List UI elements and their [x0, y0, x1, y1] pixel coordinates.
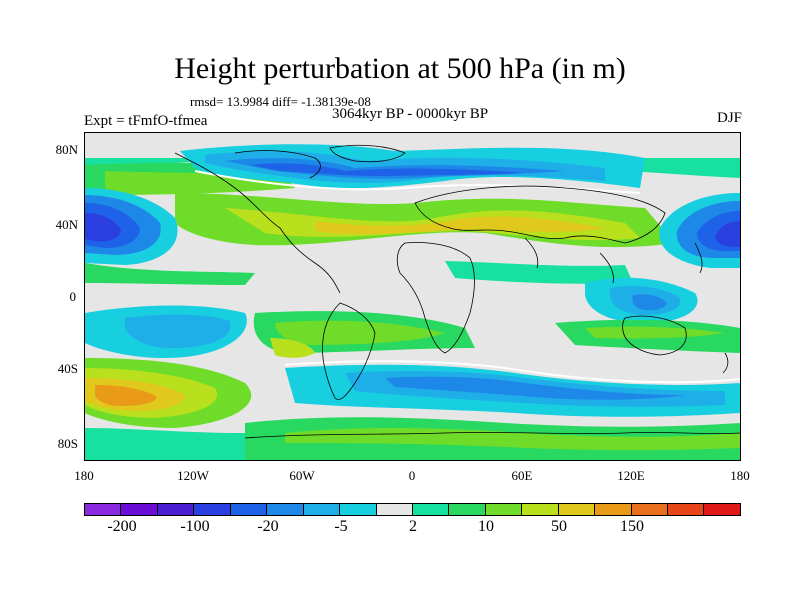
- lon-tick-180w: 180: [74, 468, 94, 483]
- colorbar-swatch: [522, 504, 559, 515]
- lon-tick-60e: 60E: [511, 468, 533, 483]
- colorbar-swatch: [85, 504, 122, 515]
- colorbar-label-10: 10: [478, 518, 494, 535]
- colorbar-label-neg20: -20: [257, 518, 279, 535]
- colorbar-label-2: 2: [409, 518, 417, 535]
- rmsd-stats: rmsd= 13.9984 diff= -1.38139e-08: [190, 94, 371, 109]
- time-range-subtitle: 3064kyr BP - 0000kyr BP: [331, 106, 489, 122]
- colorbar-swatch: [267, 504, 304, 515]
- colorbar-swatch: [485, 504, 523, 515]
- colorbar-swatch: [449, 504, 486, 515]
- colorbar-swatch: [340, 504, 377, 515]
- colorbar-label-neg5: -5: [334, 518, 348, 535]
- lon-tick-180e: 180: [730, 468, 750, 483]
- lat-tick-80s: 80S: [57, 436, 78, 451]
- map-panel: [84, 132, 741, 461]
- colorbar-swatch: [704, 504, 740, 515]
- lon-tick-60w: 60W: [289, 468, 315, 483]
- lat-tick-40s: 40S: [57, 361, 78, 376]
- colorbar-swatch: [230, 504, 268, 515]
- lon-tick-120e: 120E: [617, 468, 645, 483]
- season-label: DJF: [716, 110, 742, 126]
- colorbar-swatch: [157, 504, 195, 515]
- plot-title: Height perturbation at 500 hPa (in m): [174, 52, 626, 85]
- colorbar-swatch: [376, 504, 413, 515]
- colorbar-label-neg100: -100: [180, 518, 210, 535]
- lat-tick-0: 0: [69, 289, 77, 304]
- colorbar-swatch: [631, 504, 668, 515]
- colorbar-swatch: [412, 504, 450, 515]
- colorbar: [84, 503, 741, 516]
- lat-tick-80n: 80N: [55, 142, 78, 157]
- colorbar-swatch: [121, 504, 158, 515]
- lon-tick-0: 0: [408, 468, 416, 483]
- lon-tick-120w: 120W: [177, 468, 209, 483]
- colorbar-label-50: 50: [551, 518, 567, 535]
- colorbar-label-150: 150: [620, 518, 644, 535]
- lat-tick-40n: 40N: [55, 217, 78, 232]
- colorbar-swatch: [303, 504, 341, 515]
- colorbar-label-neg200: -200: [107, 518, 137, 535]
- colorbar-swatch: [558, 504, 596, 515]
- colorbar-swatch: [668, 504, 705, 515]
- colorbar-swatch: [595, 504, 632, 515]
- experiment-label: Expt = tFmfO-tfmea: [84, 113, 208, 129]
- colorbar-swatch: [194, 504, 231, 515]
- height-perturbation-map: [85, 133, 740, 460]
